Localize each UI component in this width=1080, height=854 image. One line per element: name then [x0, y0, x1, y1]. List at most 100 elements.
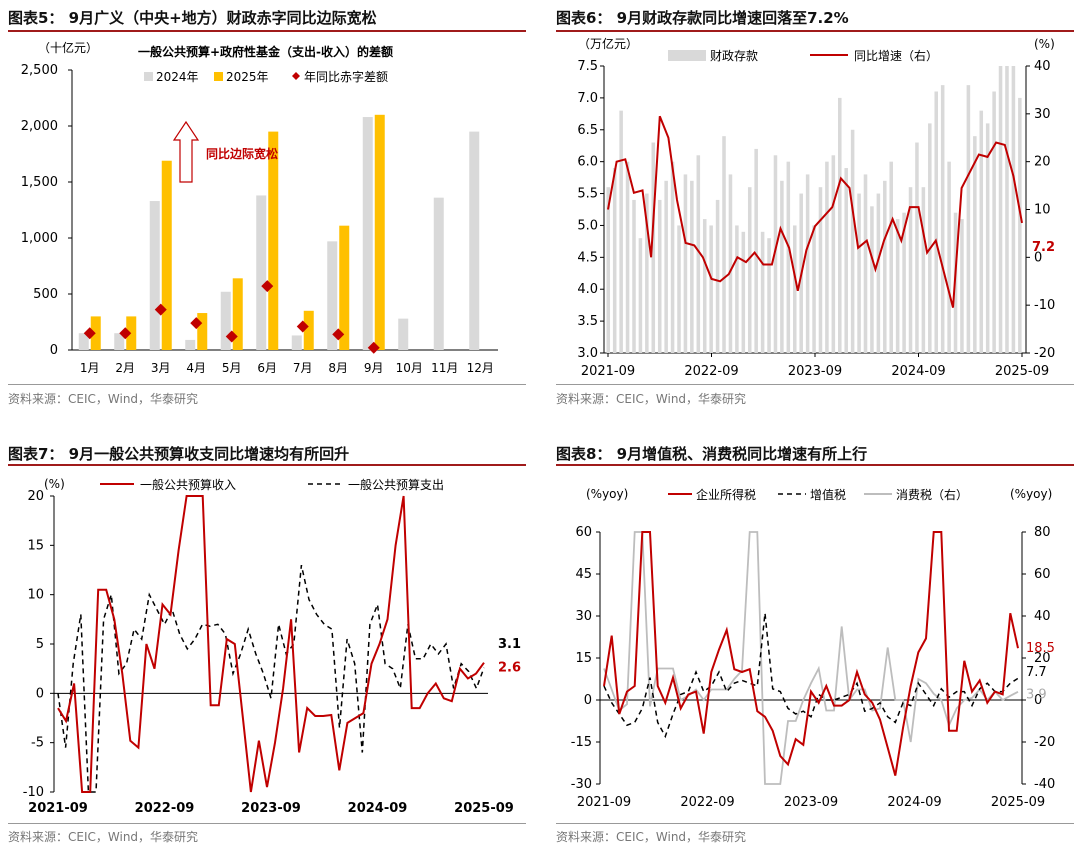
diff-marker [367, 341, 380, 354]
chart-subtitle: 一般公共预算+政府性基金（支出-收入）的差额 [138, 44, 393, 59]
deposit-bar [805, 174, 810, 353]
legend-label-diff: 年同比赤字差额 [304, 69, 388, 84]
y-tick-label: -10 [23, 785, 44, 800]
deposit-bar [818, 187, 823, 353]
deposit-bar [992, 91, 996, 353]
deposit-bar [960, 219, 964, 353]
y-right-tick-label: -10 [1034, 298, 1055, 313]
y-right-tick-label: 30 [1034, 107, 1051, 122]
x-tick-label: 2021-09 [28, 801, 88, 816]
source-note: 资料来源：CEIC，Wind，华泰研究 [8, 830, 199, 844]
deposit-bar [741, 231, 746, 353]
annotation-text: 同比边际宽松 [206, 146, 278, 161]
source-note: 资料来源：CEIC，Wind，华泰研究 [556, 830, 747, 844]
deposit-bar [632, 199, 636, 353]
bar-2025 [339, 225, 350, 350]
deposit-bar [786, 161, 791, 353]
deposit-bar [677, 225, 681, 353]
deposit-bar [883, 180, 887, 353]
x-tick-label: 2022-09 [684, 364, 738, 379]
x-tick-label: 2022-09 [135, 801, 195, 816]
y-right-tick-label: 80 [1034, 525, 1051, 540]
deposit-bar [850, 129, 855, 353]
deposit-bar [857, 193, 861, 353]
deposit-bar [889, 161, 893, 353]
x-tick-label: 10月 [396, 361, 423, 375]
deposit-bar [696, 155, 701, 353]
legend-label-2024: 2024年 [156, 70, 199, 84]
chart-title: 图表8： 9月增值税、消费税同比增速有所上行 [556, 445, 868, 463]
y-left-unit: （万亿元） [578, 36, 638, 51]
deposit-bar [825, 161, 829, 353]
bar-2024 [433, 197, 444, 350]
deposit-bar [657, 199, 662, 353]
deposit-bar [863, 174, 868, 353]
y-tick-label: 10 [27, 588, 44, 603]
y-tick-label: 15 [27, 538, 44, 553]
y-unit-label: （十亿元） [38, 40, 98, 55]
deposit-bar [973, 136, 977, 353]
diff-marker [83, 327, 96, 340]
y-left-tick-label: 4.0 [577, 282, 598, 297]
y-left-tick-label: 15 [575, 651, 592, 666]
bar-2025 [197, 313, 208, 350]
title-rule [556, 30, 1074, 32]
bar-2024 [149, 201, 160, 350]
diff-marker [261, 280, 274, 293]
diff-marker [332, 328, 345, 341]
x-tick-label: 2024-09 [887, 795, 941, 810]
deposit-bar [928, 123, 932, 354]
deposit-bar [606, 187, 611, 353]
y-tick-label: 5 [36, 637, 44, 652]
deposit-bar [1011, 66, 1016, 353]
deposit-bar [792, 225, 797, 353]
bar-line-chart: （万亿元） (%) 3.0 3.5 4.0 4.5 5.0 5.5 6.0 6.5 7.0 7.5 -2… [577, 36, 1055, 379]
bar-2025 [303, 310, 314, 350]
y-left-tick-label: -30 [571, 777, 592, 792]
bar-2025 [268, 131, 279, 350]
deposit-bar [870, 206, 874, 353]
x-tick-label: 2022-09 [680, 795, 734, 810]
deposit-bar [715, 199, 720, 353]
y-left-tick-label: 30 [575, 609, 592, 624]
y-left-tick-label: 7.5 [577, 59, 598, 74]
y-right-tick-label: 20 [1034, 155, 1051, 170]
deposit-bar [760, 231, 765, 353]
x-tick-label: 2025-09 [995, 364, 1049, 379]
x-tick-label: 2月 [115, 361, 135, 375]
y-tick-label: 20 [27, 489, 44, 504]
end-value-label: 7.2 [1032, 240, 1055, 255]
x-tick-label: 2024-09 [891, 364, 945, 379]
x-tick-label: 6月 [257, 361, 277, 375]
deposit-bar [773, 155, 778, 353]
y-right-tick-label: -40 [1034, 777, 1055, 792]
diff-marker [119, 327, 132, 340]
y-left-tick-label: 60 [575, 525, 592, 540]
source-note: 资料来源：CEIC，Wind，华泰研究 [8, 392, 199, 406]
bar-2024 [256, 195, 267, 350]
x-tick-label: 2024-09 [348, 801, 408, 816]
diff-marker [190, 317, 203, 330]
legend-label-growth: 同比增速（右） [854, 48, 938, 63]
corporate-tax-line [603, 531, 1019, 776]
y-tick-label: 0 [36, 686, 44, 701]
y-left-unit: (%yoy) [586, 487, 628, 501]
y-left-tick-label: 5.0 [577, 218, 598, 233]
legend-label-deposits: 财政存款 [710, 49, 758, 63]
y-tick-label: 2,500 [21, 63, 58, 78]
source-rule [556, 384, 1074, 385]
diff-marker [296, 320, 309, 333]
y-right-tick-label: 40 [1034, 609, 1051, 624]
legend-label-2025: 2025年 [226, 70, 269, 84]
bar-2024 [220, 291, 231, 350]
chart-title: 图表7： 9月一般公共预算收支同比增速均有所回升 [8, 445, 350, 463]
y-tick-label: 500 [33, 287, 58, 302]
legend-swatch-2024 [144, 72, 153, 81]
deposit-bar [921, 187, 926, 353]
deposit-bar [934, 91, 939, 353]
deposit-bar [612, 168, 617, 353]
legend-swatch-2025 [214, 72, 223, 81]
y-unit-label: (%) [44, 477, 65, 491]
source-note: 资料来源：CEIC，Wind，华泰研究 [556, 392, 747, 406]
y-left-tick-label: 6.0 [577, 155, 598, 170]
